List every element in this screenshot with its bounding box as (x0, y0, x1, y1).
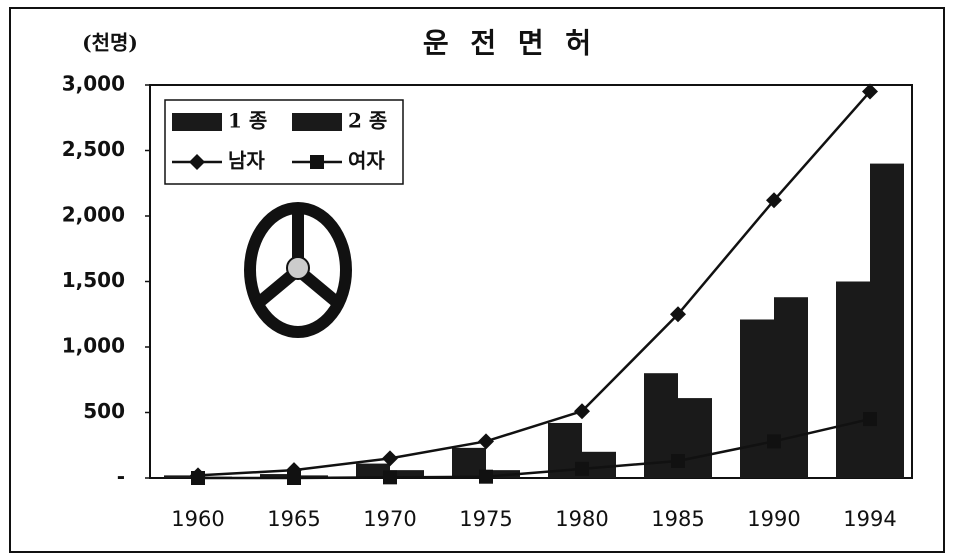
y-tick-label: 1,500 (62, 268, 125, 292)
marker (574, 403, 590, 420)
marker (575, 461, 589, 476)
marker (189, 154, 205, 170)
legend-label: 남자 (228, 149, 265, 173)
legend-swatch (292, 113, 342, 131)
legend-label: 여자 (348, 149, 385, 173)
marker (479, 469, 493, 484)
x-tick-label: 1990 (747, 507, 800, 531)
chart-title: 운 전 면 허 (423, 27, 597, 60)
bar (260, 474, 294, 478)
x-tick-label: 1965 (267, 507, 320, 531)
legend-label: 1 종 (228, 109, 267, 133)
y-tick-label: 500 (83, 399, 125, 423)
line (198, 417, 871, 480)
x-tick-label: 1980 (555, 507, 608, 531)
legend-swatch (172, 113, 222, 131)
marker (478, 433, 494, 450)
marker (382, 450, 398, 467)
bar (870, 163, 904, 478)
marker (191, 471, 205, 485)
y-tick-label: 3,000 (62, 72, 125, 96)
x-tick-label: 1994 (843, 507, 896, 531)
bar (390, 470, 424, 478)
unit-label: (천명) (82, 31, 138, 55)
line (197, 90, 871, 477)
x-tick-label: 1975 (459, 507, 512, 531)
bar (164, 475, 198, 478)
x-tick-label: 1985 (651, 507, 704, 531)
bar (740, 319, 774, 478)
marker (670, 306, 686, 323)
bar (774, 297, 808, 478)
bar (356, 463, 390, 478)
y-tick-label: 2,500 (62, 137, 125, 161)
y-tick-label: 2,000 (62, 203, 125, 227)
marker (671, 453, 685, 468)
marker (383, 470, 397, 485)
bar (836, 281, 870, 478)
steering-wheel (244, 202, 352, 338)
marker (767, 434, 781, 449)
marker (766, 192, 782, 209)
y-tick-label: - (117, 465, 125, 489)
marker (287, 471, 301, 485)
x-tick-label: 1960 (171, 507, 224, 531)
marker (310, 155, 324, 169)
marker (863, 412, 877, 427)
legend-label: 2 종 (348, 109, 387, 133)
x-tick-label: 1970 (363, 507, 416, 531)
marker (862, 83, 878, 100)
y-tick-label: 1,000 (62, 334, 125, 358)
